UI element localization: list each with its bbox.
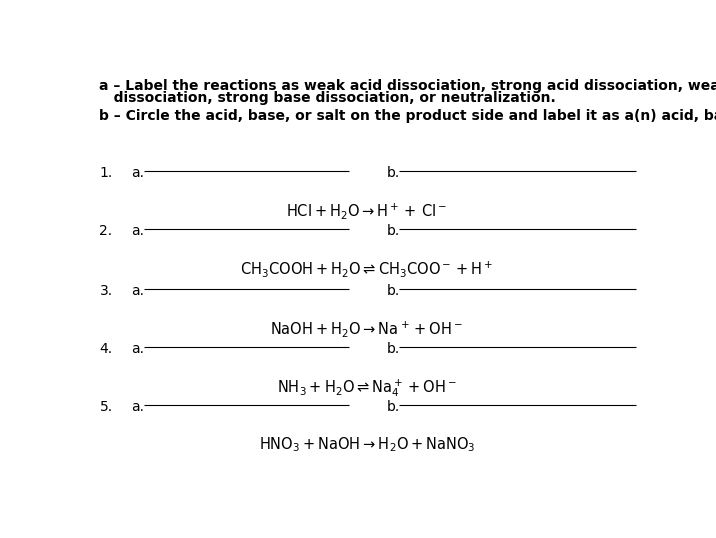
Text: $\mathsf{NH_3+H_2O} \rightleftharpoons \mathsf{Na_4^+ +OH^-}$: $\mathsf{NH_3+H_2O} \rightleftharpoons \… — [277, 377, 457, 399]
Text: b – Circle the acid, base, or salt on the product side and label it as a(n) acid: b – Circle the acid, base, or salt on th… — [100, 109, 716, 123]
Text: 1.: 1. — [100, 166, 112, 180]
Text: b.: b. — [387, 224, 400, 238]
Text: a – Label the reactions as weak acid dissociation, strong acid dissociation, wea: a – Label the reactions as weak acid dis… — [100, 79, 716, 93]
Text: b.: b. — [387, 166, 400, 180]
Text: dissociation, strong base dissociation, or neutralization.: dissociation, strong base dissociation, … — [100, 91, 556, 105]
Text: b.: b. — [387, 400, 400, 414]
Text: $\mathsf{CH_3COOH+H_2O} \rightleftharpoons \mathsf{CH_3COO^- +H^+}$: $\mathsf{CH_3COOH+H_2O} \rightleftharpoo… — [240, 259, 494, 279]
Text: 4.: 4. — [100, 342, 112, 356]
Text: a.: a. — [131, 284, 144, 298]
Text: a.: a. — [131, 342, 144, 356]
Text: 2.: 2. — [100, 224, 112, 238]
Text: 5.: 5. — [100, 400, 112, 414]
Text: 3.: 3. — [100, 284, 112, 298]
Text: $\mathsf{HCl+H_2O} \rightarrow \mathsf{H^+ +\, Cl^-}$: $\mathsf{HCl+H_2O} \rightarrow \mathsf{H… — [286, 201, 448, 221]
Text: a.: a. — [131, 166, 144, 180]
Text: a.: a. — [131, 224, 144, 238]
Text: $\mathsf{NaOH+H_2O} \rightarrow \mathsf{Na^+ +OH^-}$: $\mathsf{NaOH+H_2O} \rightarrow \mathsf{… — [271, 320, 463, 339]
Text: b.: b. — [387, 284, 400, 298]
Text: $\mathsf{HNO_3+NaOH} \rightarrow \mathsf{H_2O+NaNO_3}$: $\mathsf{HNO_3+NaOH} \rightarrow \mathsf… — [258, 435, 475, 454]
Text: b.: b. — [387, 342, 400, 356]
Text: a.: a. — [131, 400, 144, 414]
